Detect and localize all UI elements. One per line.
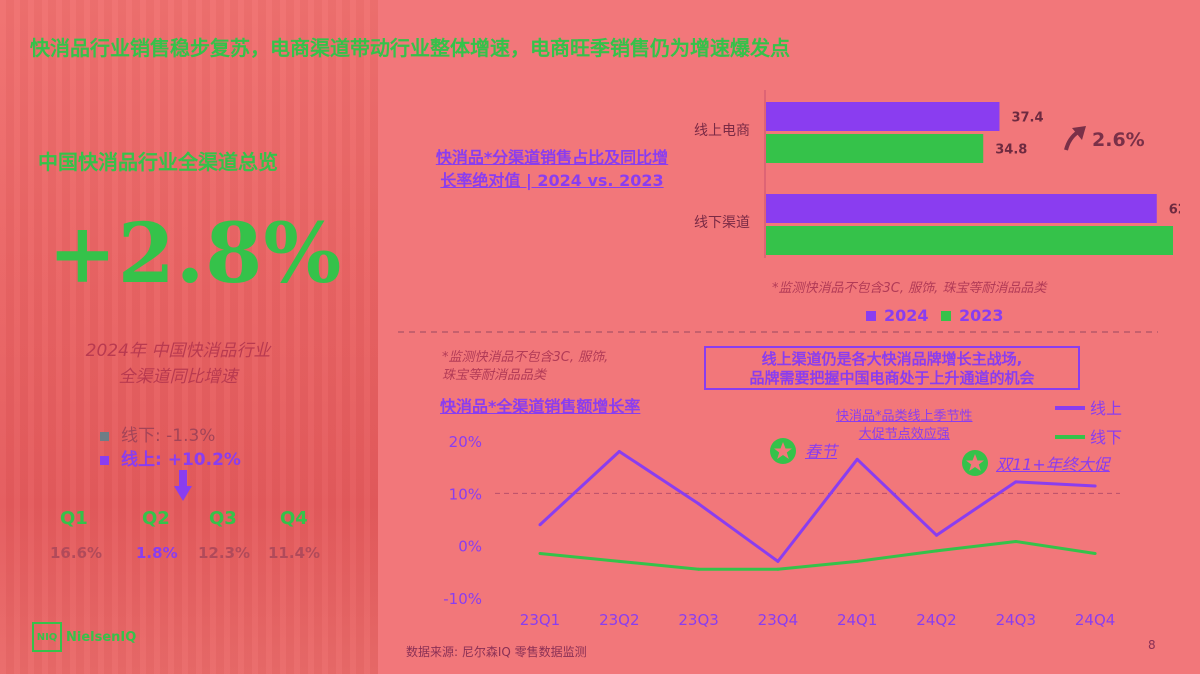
quarter-label-q1: Q1 [60, 508, 88, 529]
quarter-value-q4: 11.4% [268, 544, 321, 562]
overview-subtitle-line1: 2024年 中国快消品行业 [85, 341, 271, 361]
bar-2024-1 [766, 194, 1157, 223]
online-growth-text: 线上: +10.2% [121, 450, 241, 470]
legend-2024-swatch [866, 310, 876, 321]
line-point [617, 449, 621, 453]
overview-title: 中国快消品行业全渠道总览 [38, 150, 278, 174]
star-icon-spring [770, 438, 796, 464]
star-icon-double11 [962, 450, 988, 476]
quarter-label-q3: Q3 [209, 508, 237, 529]
x-tick-label: 24Q2 [916, 611, 956, 629]
line-series-线下 [539, 539, 1096, 571]
offline-growth-text: 线下: -1.3% [121, 426, 216, 446]
seasonality-note-line2: 大促节点效应强 [858, 427, 950, 442]
callout-line2: 品牌需要把握中国电商处于上升通道的机会 [749, 369, 1035, 387]
line-point [697, 502, 701, 506]
bar-growth-value: 2.6% [1092, 129, 1145, 151]
nielseniq-logo: NIQ NielsenIQ [32, 622, 136, 652]
line-chart-note-line2: 珠宝等耐消品品类 [442, 368, 547, 383]
line-point [1093, 484, 1097, 488]
line-point [1014, 539, 1018, 543]
legend-2023: 2023 [941, 306, 1004, 325]
legend-2023-label: 2023 [959, 306, 1004, 325]
bar-chart-note: *监测快消品不包含3C, 服饰, 珠宝等耐消品品类 [772, 281, 1047, 296]
quarter-label-q2: Q2 [142, 508, 170, 529]
up-arrow-icon [1064, 126, 1086, 151]
line-point [935, 549, 938, 553]
line-point [538, 552, 542, 556]
seasonality-note-line1: 快消品*品类线上季节性 [836, 409, 973, 424]
page-number: 8 [1148, 638, 1156, 652]
line-point [776, 559, 780, 563]
page-title: 快消品行业销售稳步复苏，电商渠道带动行业整体增速，电商旺季销售仍为增速爆发点 [30, 36, 790, 60]
spring-festival-label: 春节 [805, 442, 838, 461]
logo-name: NielsenIQ [66, 629, 137, 645]
legend-2023-swatch [941, 310, 951, 321]
legend-2024: 2024 [866, 306, 929, 325]
line-point [617, 559, 621, 563]
x-tick-label: 24Q4 [1075, 611, 1115, 629]
online-marker-icon [100, 455, 109, 465]
overview-subtitle-line2: 全渠道同比增速 [118, 367, 238, 387]
line-point [855, 559, 859, 563]
line-chart: 20% 10% 0% -10% 23Q1 23Q2 23Q3 23Q4 24Q1 24Q2 24Q3… [443, 399, 1122, 629]
line-chart-title: 快消品*全渠道销售额增长率 [440, 397, 641, 416]
quarter-value-q1: 16.6% [50, 544, 103, 562]
line-point [855, 457, 859, 461]
quarter-label-q4: Q4 [280, 508, 308, 529]
x-tick-label: 23Q3 [678, 611, 718, 629]
y-tick-label: -10% [443, 590, 482, 608]
seasonality-note: 快消品*品类线上季节性 大促节点效应强 [836, 408, 973, 444]
offline-marker-icon [100, 431, 109, 441]
bar-value-label: 34.8 [995, 143, 1027, 158]
line-legend-label: 线上 [1090, 399, 1122, 418]
line-point [1014, 480, 1018, 484]
y-tick-label: 20% [449, 433, 482, 451]
x-tick-label: 23Q2 [599, 611, 639, 629]
quarter-value-q2: 1.8% [136, 544, 178, 562]
legend-2024-label: 2024 [884, 306, 929, 325]
bar-chart-title: 快消品*分渠道销售占比及同比增长率绝对值 | 2024 vs. 2023 [435, 148, 669, 190]
insight-callout: 线上渠道仍是各大快消品牌增长主战场, 品牌需要把握中国电商处于上升通道的机会 [704, 346, 1080, 390]
section-divider [398, 331, 1158, 333]
bar-2023-0 [766, 134, 984, 163]
bar-value-label: 62.6 [1169, 203, 1180, 218]
x-tick-label: 23Q1 [520, 611, 560, 629]
x-tick-label: 23Q4 [758, 611, 798, 629]
line-point [697, 567, 701, 571]
double11-label: 双11+年终大促 [996, 455, 1110, 474]
bar-2024-0 [766, 102, 1000, 131]
x-tick-label: 24Q3 [996, 611, 1036, 629]
y-tick-label: 0% [458, 538, 482, 556]
data-source: 数据来源: 尼尔森IQ 零售数据监测 [406, 645, 587, 659]
line-point [776, 567, 780, 571]
line-point [935, 533, 938, 537]
quarter-value-q3: 12.3% [198, 544, 251, 562]
y-tick-label: 10% [449, 485, 482, 503]
left-panel [0, 0, 378, 674]
bar-category-label: 线上电商 [694, 123, 750, 139]
online-growth: 线上: +10.2% [100, 445, 241, 470]
line-series-线上 [538, 449, 1096, 563]
bar-2023-1 [766, 226, 1174, 255]
bar-value-label: 37.4 [1011, 111, 1043, 126]
overall-growth-value: +2.8% [48, 206, 343, 302]
line-chart-note-line1: *监测快消品不包含3C, 服饰, [442, 350, 609, 365]
down-arrow-icon [174, 470, 192, 501]
line-point [1093, 552, 1097, 556]
bar-category-label: 线下渠道 [694, 215, 750, 231]
callout-line1: 线上渠道仍是各大快消品牌增长主战场, [761, 350, 1023, 368]
line-legend-label: 线下 [1090, 428, 1122, 447]
line-point [538, 523, 542, 527]
logo-mark: NIQ [32, 622, 62, 652]
x-tick-label: 24Q1 [837, 611, 877, 629]
offline-growth: 线下: -1.3% [100, 421, 215, 446]
